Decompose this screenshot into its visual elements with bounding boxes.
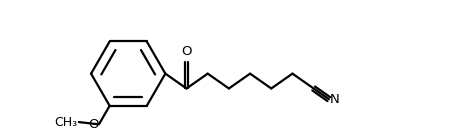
Text: N: N (330, 93, 340, 106)
Text: O: O (88, 118, 98, 131)
Text: O: O (181, 45, 192, 58)
Text: CH₃: CH₃ (55, 116, 78, 129)
